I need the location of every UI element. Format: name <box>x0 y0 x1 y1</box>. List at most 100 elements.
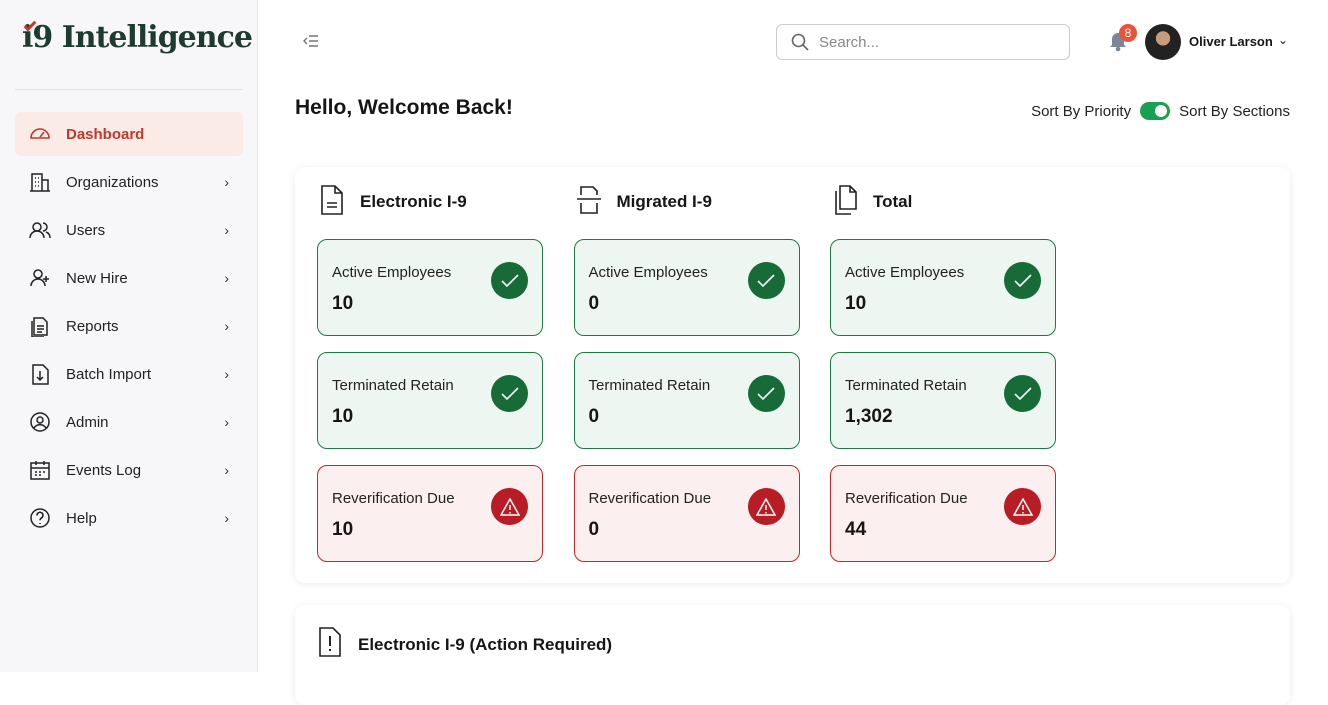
page-title: Hello, Welcome Back! <box>295 96 513 119</box>
column-total: Total Active Employees 10 Terminated Retain… <box>830 184 1056 578</box>
check-icon <box>747 375 785 412</box>
sidebar-nav: Dashboard Organizations › Users › New Hire › Re… <box>15 112 243 544</box>
check-icon <box>747 262 785 299</box>
sidebar-item-label: New Hire <box>66 269 128 287</box>
search-input[interactable]: Search... <box>776 24 1070 60</box>
check-icon <box>491 262 528 299</box>
warning-icon <box>491 488 528 525</box>
check-icon <box>1004 375 1041 412</box>
sidebar-item-label: Admin <box>66 413 109 431</box>
sidebar-item-new-hire[interactable]: New Hire › <box>15 256 243 300</box>
sidebar-item-organizations[interactable]: Organizations › <box>15 160 243 204</box>
sidebar-item-label: Organizations <box>66 173 159 191</box>
stat-value: 10 <box>845 293 867 314</box>
chevron-down-icon[interactable]: ⌄ <box>1278 33 1289 47</box>
admin-icon <box>29 411 51 433</box>
sidebar-item-label: Users <box>66 221 106 239</box>
stat-label: Active Employees <box>588 264 708 281</box>
chevron-right-icon: › <box>224 222 229 238</box>
document-icon <box>319 184 345 220</box>
stat-value: 0 <box>588 519 600 540</box>
divider <box>15 89 243 90</box>
sidebar-item-admin[interactable]: Admin › <box>15 400 243 444</box>
sidebar-item-users[interactable]: Users › <box>15 208 243 252</box>
stat-value: 44 <box>845 519 867 540</box>
sort-toggle-group: Sort By Priority Sort By Sections <box>1031 102 1290 120</box>
column-title: Total <box>873 192 913 211</box>
stat-label: Terminated Retain <box>332 377 454 394</box>
stat-card[interactable]: Reverification Due 0 <box>573 465 800 562</box>
stat-label: Active Employees <box>845 264 965 281</box>
stat-card[interactable]: Reverification Due 44 <box>830 465 1056 562</box>
stat-card[interactable]: Active Employees 10 <box>317 239 543 336</box>
stat-label: Terminated Retain <box>845 377 967 394</box>
help-icon <box>29 507 51 529</box>
stat-value: 0 <box>588 406 600 427</box>
chevron-right-icon: › <box>224 270 229 286</box>
sidebar-item-help[interactable]: Help › <box>15 496 243 540</box>
stat-label: Active Employees <box>332 264 452 281</box>
check-icon <box>1004 262 1041 299</box>
section-title: Electronic I-9 (Action Required) <box>358 634 613 654</box>
calendar-icon <box>29 459 51 481</box>
stat-card[interactable]: Active Employees 10 <box>830 239 1056 336</box>
stat-label: Reverification Due <box>332 490 455 507</box>
migrate-icon <box>576 185 602 220</box>
warning-icon <box>747 488 785 525</box>
user-plus-icon <box>29 267 51 289</box>
stat-card[interactable]: Terminated Retain 10 <box>317 352 543 449</box>
sidebar-item-label: Batch Import <box>66 365 152 383</box>
building-icon <box>29 171 51 193</box>
gauge-icon <box>29 123 51 145</box>
chevron-right-icon: › <box>224 510 229 526</box>
sort-priority-label: Sort By Priority <box>1031 102 1132 120</box>
sidebar: i9 Intelligence Dashboard Organizations › U… <box>0 0 258 672</box>
search-placeholder: Search... <box>819 33 880 51</box>
column-migrated-i-9: Migrated I-9 Active Employees 0 Terminated … <box>573 185 800 578</box>
notification-badge: 8 <box>1119 24 1137 42</box>
file-import-icon <box>29 363 51 385</box>
sidebar-item-events-log[interactable]: Events Log › <box>15 448 243 492</box>
sidebar-item-label: Help <box>66 509 97 527</box>
column-title: Migrated I-9 <box>616 192 712 211</box>
stat-label: Reverification Due <box>845 490 968 507</box>
search-icon <box>791 33 809 51</box>
stat-value: 0 <box>588 293 600 314</box>
chevron-right-icon: › <box>224 318 229 334</box>
reports-icon <box>29 315 51 337</box>
stat-label: Reverification Due <box>588 490 712 507</box>
sidebar-item-reports[interactable]: Reports › <box>15 304 243 348</box>
stat-label: Terminated Retain <box>588 377 711 394</box>
sort-sections-label: Sort By Sections <box>1179 102 1290 120</box>
check-icon <box>491 375 528 412</box>
sort-toggle[interactable] <box>1140 102 1171 120</box>
sidebar-item-label: Reports <box>66 317 119 335</box>
users-icon <box>29 219 51 241</box>
column-title: Electronic I-9 <box>360 192 467 211</box>
stat-card[interactable]: Active Employees 0 <box>573 239 800 336</box>
stat-card[interactable]: Terminated Retain 0 <box>573 352 800 449</box>
chevron-right-icon: › <box>224 462 229 478</box>
sidebar-item-dashboard[interactable]: Dashboard <box>15 112 243 156</box>
user-name[interactable]: Oliver Larson <box>1189 34 1273 49</box>
action-required-panel: Electronic I-9 (Action Required) <box>295 605 1290 705</box>
stat-card[interactable]: Terminated Retain 1,302 <box>830 352 1056 449</box>
stat-value: 10 <box>332 293 354 314</box>
chevron-right-icon: › <box>224 366 229 382</box>
sidebar-item-batch-import[interactable]: Batch Import › <box>15 352 243 396</box>
collapse-sidebar-icon[interactable] <box>303 34 319 51</box>
warning-icon <box>1004 488 1041 525</box>
stat-value: 10 <box>332 406 354 427</box>
chevron-right-icon: › <box>224 174 229 190</box>
sidebar-item-label: Dashboard <box>66 125 145 143</box>
stat-value: 10 <box>332 519 354 540</box>
sidebar-item-label: Events Log <box>66 461 142 479</box>
stat-card[interactable]: Reverification Due 10 <box>317 465 543 562</box>
stat-value: 1,302 <box>845 406 893 427</box>
copy-icon <box>832 184 858 220</box>
avatar[interactable] <box>1145 24 1181 60</box>
chevron-right-icon: › <box>224 414 229 430</box>
alert-document-icon <box>317 627 343 662</box>
summary-panel: Electronic I-9 Active Employees 10 Terminat… <box>295 167 1290 583</box>
logo[interactable]: i9 Intelligence <box>22 18 253 55</box>
